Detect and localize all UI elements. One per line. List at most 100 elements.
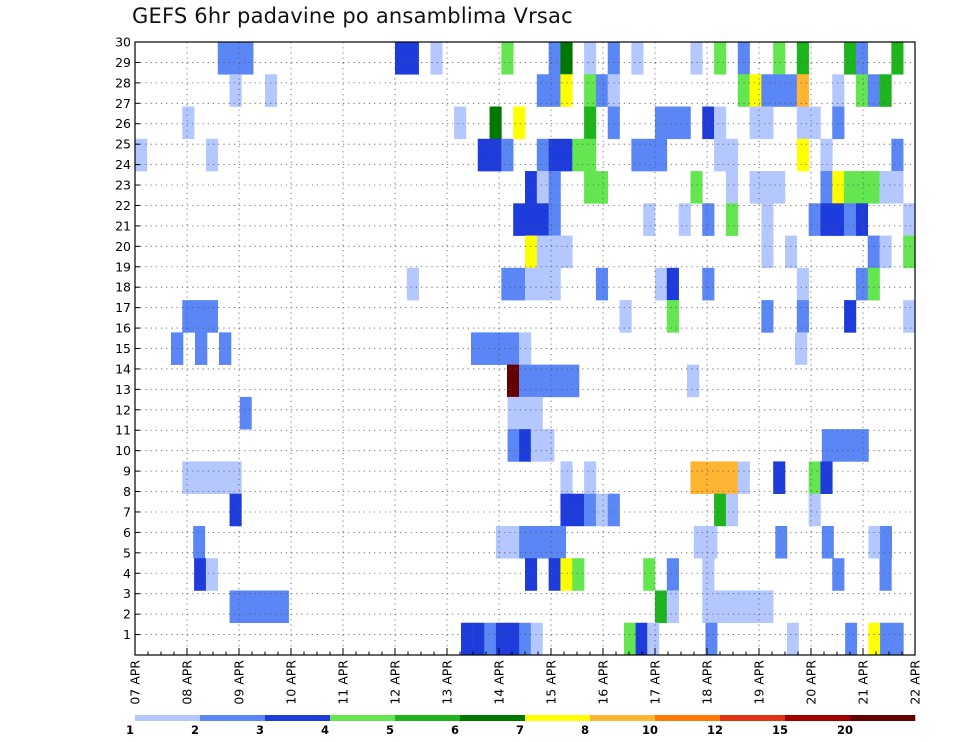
grid-lines xyxy=(135,42,915,655)
heatmap-cell xyxy=(507,332,520,365)
heatmap-cell xyxy=(519,364,532,398)
heatmap-cell xyxy=(205,461,219,494)
heatmap-cell xyxy=(725,203,739,236)
colorbar-swatch xyxy=(265,715,331,721)
heatmap-cell xyxy=(714,42,727,75)
heatmap-cell xyxy=(623,622,636,656)
heatmap-cell xyxy=(714,106,727,140)
y-tick-label: 29 xyxy=(115,55,131,70)
heatmap-cell xyxy=(460,622,473,656)
heatmap-cell xyxy=(761,203,774,236)
heatmap-cell xyxy=(536,235,549,269)
heatmap-cell xyxy=(856,429,869,462)
heatmap-cell xyxy=(501,42,514,75)
heatmap-cell xyxy=(525,235,538,269)
heatmap-cell xyxy=(229,461,242,494)
heatmap-cell xyxy=(808,461,821,494)
chart-title: GEFS 6hr padavine po ansamblima Vrsac xyxy=(132,4,573,28)
y-tick-label: 23 xyxy=(115,178,131,193)
heatmap-cell xyxy=(472,622,485,656)
heatmap-cell xyxy=(584,493,597,527)
y-tick-label: 25 xyxy=(115,137,131,152)
heatmap-cell xyxy=(702,267,715,301)
y-tick-label: 10 xyxy=(115,443,131,458)
heatmap-cell xyxy=(560,138,573,172)
heatmap-cell xyxy=(868,525,881,559)
heatmap-cell xyxy=(276,590,289,624)
heatmap-cell xyxy=(219,332,232,365)
heatmap-cell xyxy=(584,171,597,204)
heatmap-cell xyxy=(714,461,727,494)
heatmap-cell xyxy=(406,42,419,75)
heatmap-cell xyxy=(693,525,706,559)
heatmap-cell xyxy=(241,590,254,624)
heatmap-cell xyxy=(690,461,703,494)
x-tick-label: 20 APR xyxy=(804,660,819,705)
heatmap-cell xyxy=(737,74,750,107)
heatmap-cell xyxy=(773,42,786,75)
x-tick-label: 22 APR xyxy=(908,660,923,705)
heatmap-cell xyxy=(903,235,916,269)
y-tick-label: 28 xyxy=(115,75,131,90)
heatmap-cell xyxy=(194,300,207,333)
heatmap-cell xyxy=(253,590,266,624)
heatmap-cell xyxy=(655,590,668,624)
colorbar-swatch xyxy=(655,715,721,721)
heatmap-cell xyxy=(808,493,821,527)
heatmap-cell xyxy=(666,106,679,140)
heatmap-cell xyxy=(530,429,543,462)
heatmap-cell xyxy=(536,267,549,301)
heatmap-cell xyxy=(530,622,543,656)
heatmap-cell xyxy=(833,429,846,462)
heatmap-cell xyxy=(808,203,821,236)
heatmap-cell xyxy=(595,74,609,107)
heatmap-cell xyxy=(844,203,857,236)
heatmap-cell xyxy=(406,267,419,301)
heatmap-cell xyxy=(737,42,750,75)
y-tick-label: 27 xyxy=(115,96,131,111)
colorbar-swatch xyxy=(850,715,916,721)
heatmap-cell xyxy=(761,235,774,269)
heatmap-cell xyxy=(643,138,656,172)
heatmap-cell xyxy=(880,622,893,656)
x-tick-label: 09 APR xyxy=(232,660,247,705)
y-tick-label: 22 xyxy=(115,198,131,213)
heatmap-cell xyxy=(655,267,668,301)
heatmap-cell xyxy=(666,300,679,333)
heatmap-cell xyxy=(560,42,573,75)
heatmap-cell xyxy=(607,74,620,107)
heatmap-cell xyxy=(531,364,544,398)
heatmap-cell xyxy=(584,461,597,494)
heatmap-cell xyxy=(548,138,561,172)
y-tick-label: 13 xyxy=(115,382,131,397)
y-tick-label: 21 xyxy=(115,218,131,233)
heatmap-cell xyxy=(536,171,549,204)
heatmap-cell xyxy=(773,461,786,494)
heatmap-cell xyxy=(687,364,700,398)
heatmap-cell xyxy=(655,106,668,140)
colorbar-label: 3 xyxy=(256,723,264,737)
colorbar-label: 1 xyxy=(126,723,134,737)
heatmap-cell xyxy=(182,106,195,140)
heatmap-cell xyxy=(542,525,555,559)
heatmap-cell xyxy=(643,558,656,591)
heatmap-cell xyxy=(725,590,739,624)
y-tick-label: 5 xyxy=(123,545,131,560)
heatmap-cell xyxy=(647,622,660,656)
heatmap-cell xyxy=(555,364,568,398)
heatmap-cell xyxy=(584,74,597,107)
heatmap-cell xyxy=(560,461,573,494)
heatmap-cell xyxy=(572,138,585,172)
heatmap-cell xyxy=(867,171,880,204)
y-tick-label: 17 xyxy=(115,300,131,315)
heatmap-cell xyxy=(796,42,809,75)
y-tick-label: 24 xyxy=(115,157,131,172)
colorbar-swatch xyxy=(525,715,591,721)
heatmap-cell xyxy=(820,461,833,494)
y-tick-label: 8 xyxy=(123,484,131,499)
heatmap-cell xyxy=(205,138,219,172)
heatmap-cell xyxy=(536,203,549,236)
heatmap-cell xyxy=(489,106,502,140)
heatmap-cell xyxy=(725,138,739,172)
heatmap-cell xyxy=(868,622,881,656)
